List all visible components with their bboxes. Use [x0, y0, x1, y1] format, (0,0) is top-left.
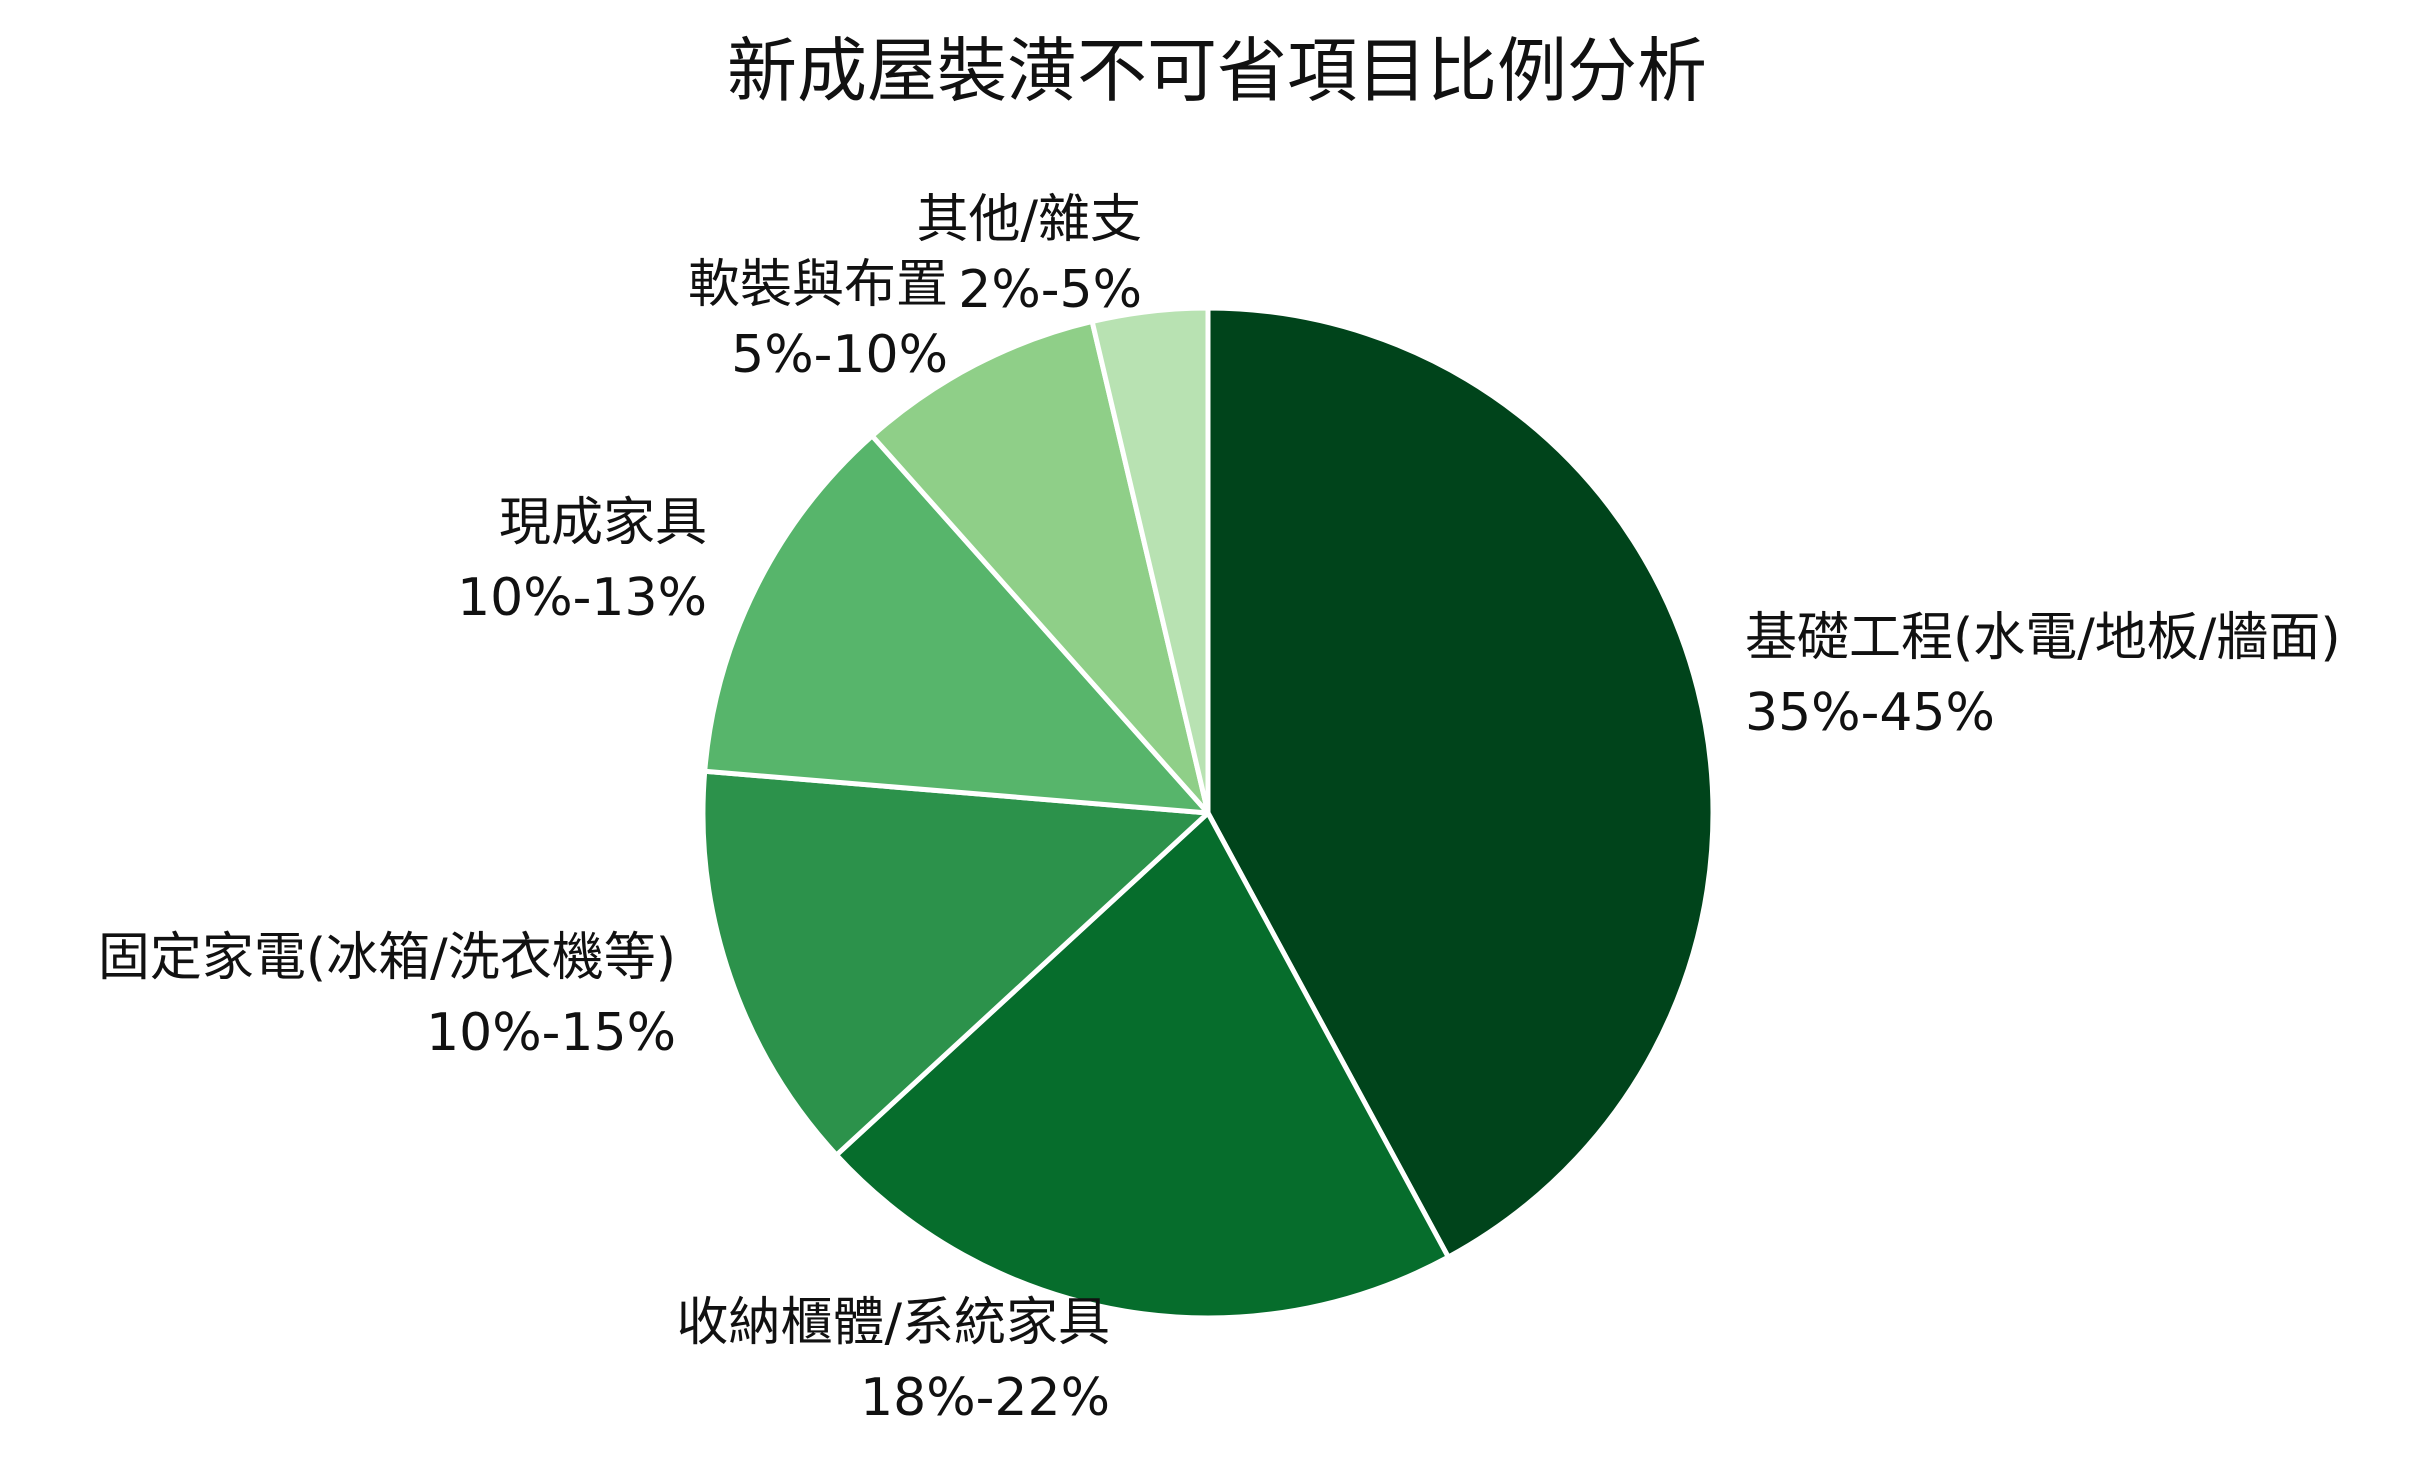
slice-range-label: 18%-22% — [860, 1368, 1110, 1428]
slice-range-label: 2%-5% — [958, 260, 1142, 320]
slice-label: 其他/雜支 — [916, 190, 1142, 250]
slice-range-label: 10%-15% — [426, 1003, 676, 1063]
pie-slice — [833, 810, 1451, 1321]
pie-slices — [700, 305, 1716, 1321]
pie-slice — [700, 768, 1211, 1158]
slice-label: 軟裝與布置 — [688, 255, 948, 315]
slice-range-label: 10%-13% — [457, 568, 707, 628]
pie-labels: 基礎工程(水電/地板/牆面) 35%-45% 收納櫃體/系統家具 18%-22% 固定家… — [98, 190, 2341, 1428]
slice-range-label: 5%-10% — [731, 325, 948, 385]
slice-label: 基礎工程(水電/地板/牆面) — [1745, 608, 2341, 668]
chart-title: 新成屋裝潢不可省項目比例分析 — [727, 30, 1707, 112]
pie-slice — [702, 433, 1211, 816]
slice-range-label: 35%-45% — [1745, 683, 1995, 743]
slice-label: 收納櫃體/系統家具 — [676, 1293, 1110, 1353]
slice-label: 固定家電(冰箱/洗衣機等) — [98, 928, 676, 988]
pie-slice — [869, 318, 1211, 816]
pie-slice — [1205, 305, 1716, 1260]
slice-label: 現成家具 — [499, 493, 707, 553]
pie-slice — [1089, 305, 1211, 816]
